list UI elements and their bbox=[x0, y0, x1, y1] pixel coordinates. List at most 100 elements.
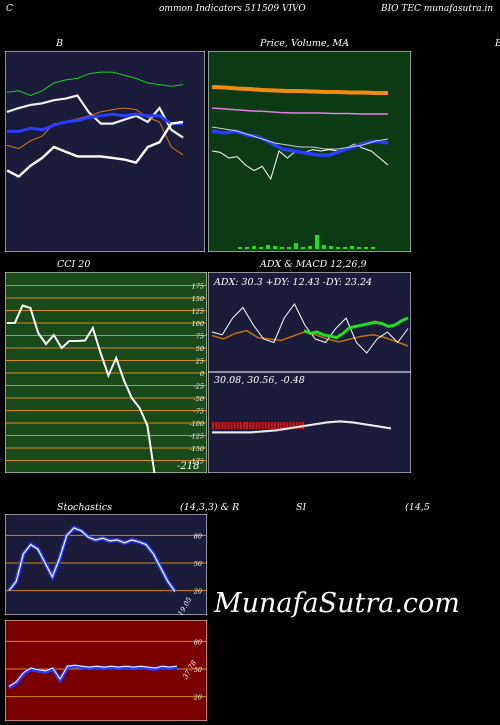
cci-chart: 175 150 125 100 75 50 25 0 -25 -50 -75 -100 -125 -150… bbox=[5, 272, 207, 473]
header-left: C bbox=[6, 4, 13, 14]
adx-macd-chart: ADX: 30.3 +DY: 12.43 -DY: 23.24 30.08, 3… bbox=[208, 272, 411, 473]
cci-tick-label: 100 bbox=[192, 320, 204, 328]
macd-hist-bar bbox=[258, 422, 261, 429]
bb-right-title: B bbox=[495, 38, 500, 49]
cci-tick-label: -175 bbox=[189, 458, 204, 466]
volume-bar bbox=[357, 247, 361, 249]
cci-tick-label: 125 bbox=[192, 308, 204, 316]
volume-bar bbox=[252, 246, 256, 249]
bollinger-bg bbox=[5, 51, 205, 252]
cci-tick-label: -50 bbox=[194, 395, 204, 403]
volume-bar bbox=[301, 247, 305, 249]
macd-hist-bar bbox=[264, 422, 267, 429]
rsi-params: (14,5 bbox=[405, 502, 430, 513]
stoch-bg bbox=[5, 514, 207, 615]
volume-bar bbox=[245, 247, 249, 249]
price-volume-chart bbox=[208, 51, 411, 252]
stoch-title: Stochastics bbox=[57, 502, 113, 513]
macd-hist-bar bbox=[233, 422, 236, 429]
volume-bar bbox=[308, 246, 312, 249]
macd-hist-bar bbox=[280, 422, 283, 429]
volume-bar bbox=[364, 247, 368, 249]
volume-bar bbox=[336, 247, 340, 249]
bb-title: B bbox=[56, 38, 63, 49]
volume-bar bbox=[273, 246, 277, 249]
bb-middle-band bbox=[7, 112, 183, 133]
macd-line bbox=[212, 420, 392, 433]
macd-hist-bar bbox=[221, 422, 224, 429]
macd-hist-bar bbox=[283, 422, 286, 429]
stoch-tick-label: 80 bbox=[194, 532, 202, 540]
price-bg bbox=[208, 51, 411, 252]
macd-hist-bar bbox=[270, 422, 273, 429]
header-center: ommon Indicators 511509 VIVO bbox=[159, 4, 306, 14]
stoch-params: (14,3,3) & R bbox=[180, 502, 240, 513]
bb-upper-band bbox=[6, 71, 184, 97]
stoch-tick-label: 20 bbox=[193, 588, 202, 596]
price-ma-pink bbox=[211, 107, 388, 115]
volume-bar bbox=[329, 246, 333, 249]
rsi-title: SI bbox=[296, 502, 307, 513]
volume-bar bbox=[315, 235, 319, 249]
macd-hist-bar bbox=[277, 422, 280, 429]
rsi-line-blue bbox=[7, 664, 178, 690]
cci-line bbox=[7, 304, 156, 473]
macd-hist-bar bbox=[295, 422, 298, 429]
brand-watermark: MunafaSutra.com bbox=[214, 588, 460, 619]
macd-hist-bar bbox=[212, 422, 214, 429]
cci-tick-label: 150 bbox=[192, 295, 204, 303]
adx-text: ADX: 30.3 +DY: 12.43 -DY: 23.24 bbox=[213, 277, 372, 288]
cci-title: CCI 20 bbox=[57, 259, 91, 270]
cci-value-label: -218 bbox=[177, 461, 199, 472]
cci-tick-label: -100 bbox=[189, 420, 204, 428]
cci-tick-label: -25 bbox=[194, 383, 204, 391]
macd-hist-bar bbox=[224, 422, 227, 429]
macd-hist-bar bbox=[246, 422, 249, 429]
macd-hist-bar bbox=[227, 422, 230, 429]
volume-bar bbox=[343, 247, 347, 249]
volume-bar bbox=[371, 247, 375, 249]
volume-bar bbox=[350, 246, 354, 249]
cci-tick-label: 75 bbox=[196, 333, 204, 341]
macd-hist-bar bbox=[267, 422, 270, 429]
cci-tick-label: 25 bbox=[195, 358, 204, 366]
macd-hist-bar bbox=[236, 422, 239, 429]
bb-close-line bbox=[6, 120, 184, 179]
macd-hist-bar bbox=[289, 422, 292, 429]
macd-text: 30.08, 30.56, -0.48 bbox=[214, 375, 305, 386]
macd-hist-bar bbox=[286, 422, 289, 429]
macd-hist-bar bbox=[230, 422, 233, 429]
volume-bar bbox=[322, 245, 326, 249]
macd-hist-bar bbox=[249, 422, 252, 429]
volume-bar bbox=[294, 243, 298, 249]
macd-hist-bar bbox=[215, 422, 218, 429]
macd-hist-bar bbox=[292, 422, 295, 429]
cci-tick-label: 175 bbox=[192, 283, 204, 291]
volume-bar bbox=[287, 247, 291, 249]
volume-bar bbox=[238, 247, 242, 249]
cci-tick-label: -150 bbox=[189, 445, 204, 453]
bb-lower-band bbox=[6, 107, 184, 156]
bollinger-chart bbox=[5, 51, 205, 252]
header-right: BIO TEC munafasutra.in bbox=[381, 4, 494, 14]
price-ma-blue bbox=[211, 129, 389, 157]
volume-bar bbox=[259, 247, 263, 249]
cci-tick-label: 50 bbox=[196, 345, 204, 353]
volume-bar bbox=[266, 245, 270, 249]
cci-tick-label: -125 bbox=[189, 433, 204, 441]
macd-hist-bar bbox=[274, 422, 276, 429]
macd-hist-bar bbox=[298, 422, 301, 429]
cci-tick-label: -75 bbox=[194, 408, 204, 416]
rsi-line-white bbox=[8, 664, 178, 687]
macd-hist-bar bbox=[218, 422, 221, 429]
rsi-tick-label: 20 bbox=[193, 694, 202, 702]
cci-tick-label: 0 bbox=[200, 370, 204, 378]
adx-title: ADX & MACD 12,26,9 bbox=[260, 259, 367, 270]
macd-hist-bar bbox=[252, 422, 255, 429]
stoch-k-line bbox=[8, 527, 176, 592]
macd-hist-bar bbox=[239, 422, 242, 429]
macd-signal-line bbox=[212, 421, 392, 434]
price-ma-grey bbox=[211, 126, 389, 150]
